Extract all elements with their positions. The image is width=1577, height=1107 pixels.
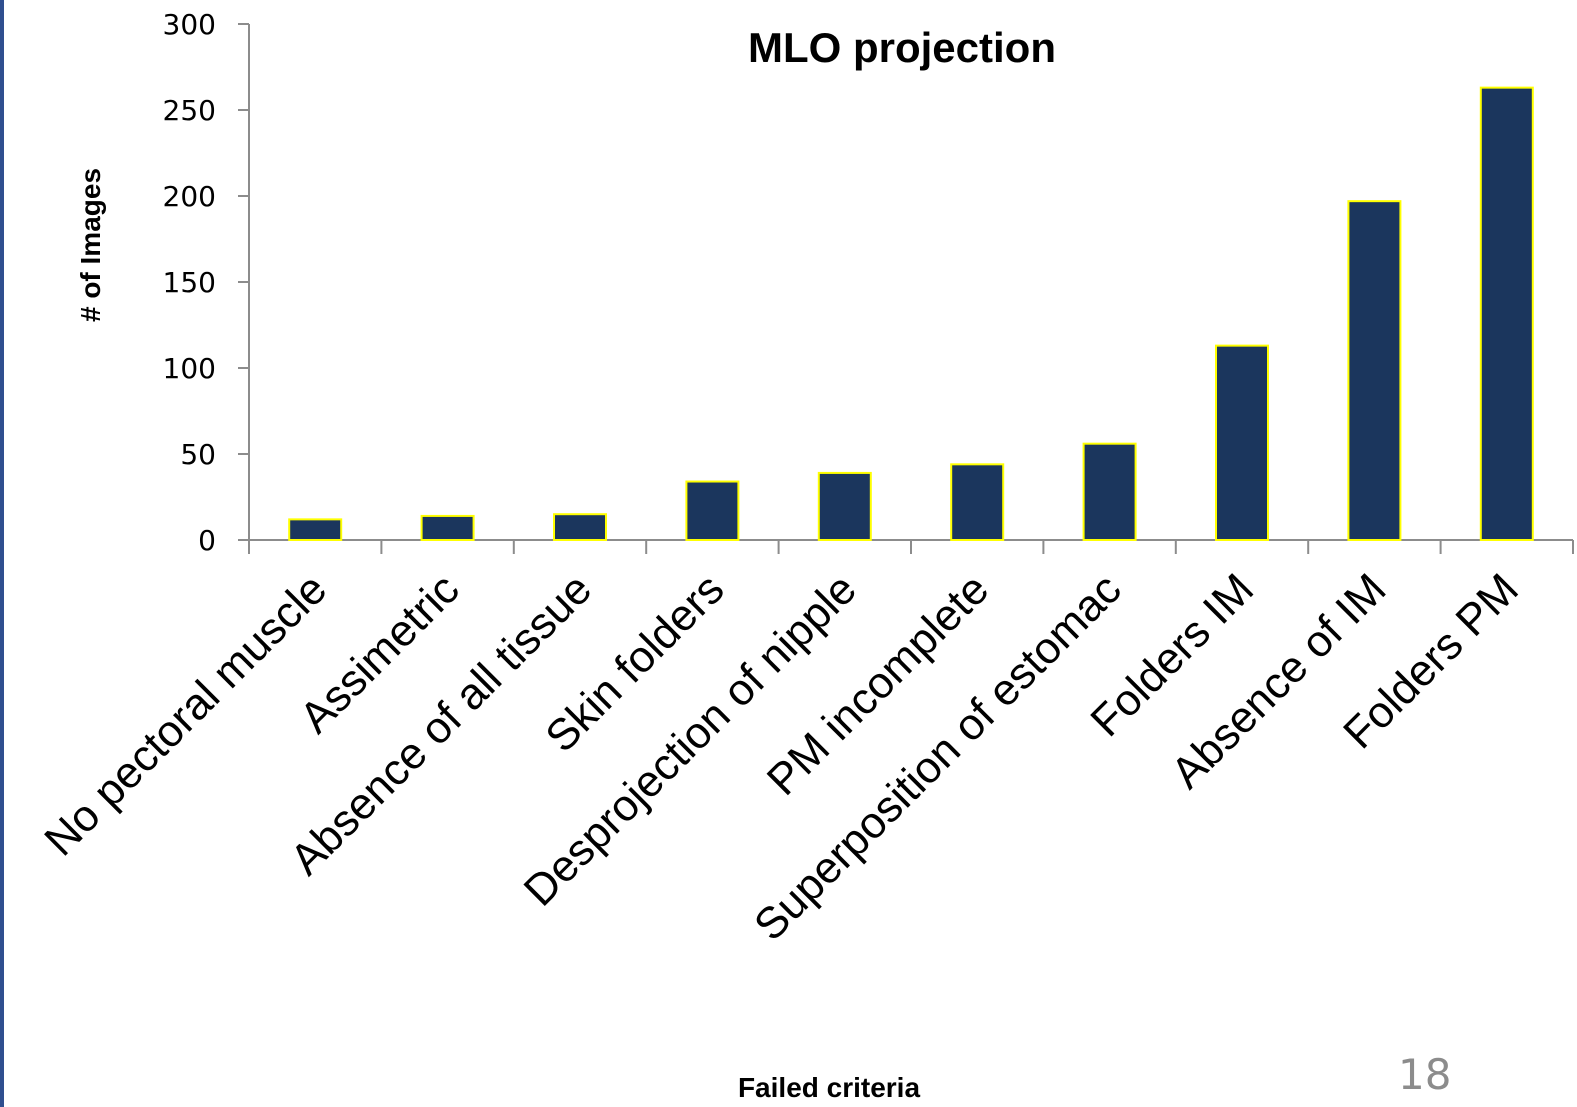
y-tick-label: 200 <box>163 180 216 213</box>
bar <box>685 480 740 541</box>
bar <box>1082 442 1137 541</box>
y-axis: 0 50 100 150 200 250 300 <box>163 8 250 557</box>
y-tick-label: 300 <box>163 8 216 41</box>
bar <box>1215 344 1269 542</box>
y-tick-label: 150 <box>163 266 216 299</box>
bar <box>1479 86 1534 541</box>
bar-series <box>288 86 1534 542</box>
bar <box>288 518 343 541</box>
chart-title: MLO projection <box>748 24 1056 71</box>
y-tick-label: 50 <box>180 438 216 471</box>
y-tick-label: 0 <box>198 524 216 557</box>
x-axis-label: Failed criteria <box>738 1072 921 1103</box>
bar <box>420 514 475 541</box>
slide-number: 18 <box>1398 1050 1452 1099</box>
y-axis-label: # of Images <box>75 168 106 322</box>
y-tick-label: 100 <box>163 352 216 385</box>
x-axis <box>238 539 1574 554</box>
bar <box>817 471 872 542</box>
y-tick-label: 250 <box>163 94 216 127</box>
bar <box>950 463 1005 542</box>
bar <box>553 513 607 542</box>
x-tick-label: No pectoral muscle <box>35 564 336 865</box>
slide-border <box>0 0 4 1107</box>
bar <box>1347 200 1402 541</box>
